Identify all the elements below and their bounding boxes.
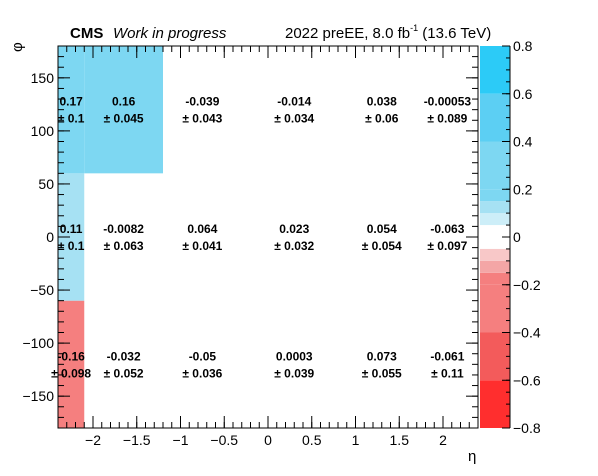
cell-error-label: ± 0.11	[431, 366, 464, 380]
x-tick-label: 0.5	[302, 432, 322, 448]
lumi-prefix: 2022 preEE, 8.0 fb	[285, 25, 410, 42]
cell-error-label: ± 0.054	[362, 239, 402, 253]
cell-value-label: 0.023	[279, 222, 309, 236]
cell-error-label: ± 0.063	[104, 239, 144, 253]
cell-error-label: ± 0.034	[274, 112, 314, 126]
colorbar-band	[480, 260, 510, 273]
cell-error-label: ± 0.041	[182, 239, 222, 253]
colorbar-tick-label: −0.4	[513, 325, 541, 341]
cell-value-label: -0.0082	[103, 222, 144, 236]
colorbar-tick-label: 0.6	[513, 86, 533, 102]
heatmap-cell	[84, 46, 163, 174]
cell-error-label: ± 0.039	[274, 366, 314, 380]
y-tick-label: 100	[31, 123, 55, 139]
colorbar-tick-label: 0.4	[513, 134, 533, 150]
colorbar-tick-label: −0.6	[513, 372, 541, 388]
cell-error-label: ± 0.036	[182, 366, 222, 380]
y-tick-label: 50	[38, 176, 54, 192]
x-tick-label: 1.5	[390, 432, 410, 448]
cell-value-label: -0.05	[189, 349, 217, 363]
colorbar-band	[480, 332, 510, 381]
colorbar-band	[480, 380, 510, 428]
x-axis: −2 −1.5 −1 −0.5 0 0.5 1 1.5 2	[57, 46, 479, 448]
x-tick-label: −1.5	[123, 432, 151, 448]
cell-error-label: ± 0.1	[58, 239, 85, 253]
y-tick-label: 150	[31, 70, 55, 86]
x-axis-title: η	[468, 448, 476, 465]
cell-value-label: -0.014	[277, 95, 311, 109]
cell-error-label: ± 0.055	[362, 366, 402, 380]
colorbar: −0.8 −0.6 −0.4 −0.2 0 0.2 0.4 0.6 0.8	[480, 38, 541, 436]
colorbar-band	[480, 93, 510, 142]
cell-value-label: -0.063	[430, 222, 464, 236]
cell-value-label: 0.073	[367, 349, 397, 363]
cell-value-label: 0.054	[367, 222, 397, 236]
y-tick-label: 0	[46, 229, 54, 245]
cell-error-label: ± 0.097	[427, 239, 467, 253]
cell-error-label: ± 0.043	[182, 112, 222, 126]
y-axis: −150 −100 −50 0 50 100 150	[22, 45, 478, 429]
cell-error-label: ± 0.032	[274, 239, 314, 253]
cms-label: CMS	[70, 25, 103, 42]
x-tick-label: −1	[173, 432, 189, 448]
cell-labels: -0.16 ± 0.098 -0.032 ± 0.052 -0.05 ± 0.036 0.0…	[51, 95, 471, 381]
colorbar-band	[480, 189, 510, 202]
cell-value-label: 0.0003	[276, 349, 313, 363]
cell-error-label: ± 0.052	[104, 366, 144, 380]
cell-value-label: -0.16	[57, 349, 85, 363]
colorbar-band	[480, 201, 510, 214]
x-tick-label: −2	[85, 432, 101, 448]
cell-error-label: ± 0.045	[104, 112, 144, 126]
cell-error-label: ± 0.089	[427, 112, 467, 126]
y-tick-label: −50	[30, 282, 54, 298]
cell-value-label: 0.11	[60, 222, 83, 236]
cell-error-label: ± 0.06	[365, 112, 399, 126]
colorbar-band	[480, 248, 510, 261]
colorbar-tick-label: −0.8	[513, 420, 541, 436]
colorbar-band	[480, 46, 510, 94]
x-tick-label: 0	[264, 432, 272, 448]
y-tick-label: −150	[22, 388, 54, 404]
cell-value-label: -0.032	[107, 349, 141, 363]
cell-value-label: -0.039	[185, 95, 219, 109]
cell-value-label: 0.064	[187, 222, 217, 236]
cell-value-label: 0.16	[112, 95, 136, 109]
colorbar-tick-label: −0.2	[513, 277, 541, 293]
y-axis-title: φ	[9, 42, 26, 52]
cell-value-label: 0.038	[367, 95, 397, 109]
colorbar-band	[480, 213, 510, 226]
cell-value-label: 0.17	[59, 95, 83, 109]
x-tick-label: 1	[352, 432, 360, 448]
lumi-exponent: -1	[410, 23, 418, 33]
cell-error-label: ± 0.1	[58, 112, 85, 126]
cell-error-label: ± 0.098	[51, 366, 91, 380]
cell-value-label: -0.061	[430, 349, 464, 363]
x-tick-label: −0.5	[210, 432, 238, 448]
colorbar-band	[480, 272, 510, 285]
status-label: Work in progress	[113, 25, 227, 42]
lumi-suffix: (13.6 TeV)	[418, 25, 491, 42]
lumi-label: 2022 preEE, 8.0 fb-1 (13.6 TeV)	[285, 23, 491, 42]
colorbar-band	[480, 141, 510, 190]
colorbar-tick-label: 0.8	[513, 38, 533, 54]
colorbar-tick-label: 0.2	[513, 181, 533, 197]
x-tick-label: 2	[439, 432, 447, 448]
y-tick-label: −100	[22, 335, 54, 351]
colorbar-tick-label: 0	[513, 229, 521, 245]
cell-value-label: -0.00053	[424, 95, 472, 109]
heatmap-cells	[58, 46, 163, 428]
colorbar-band	[480, 284, 510, 333]
